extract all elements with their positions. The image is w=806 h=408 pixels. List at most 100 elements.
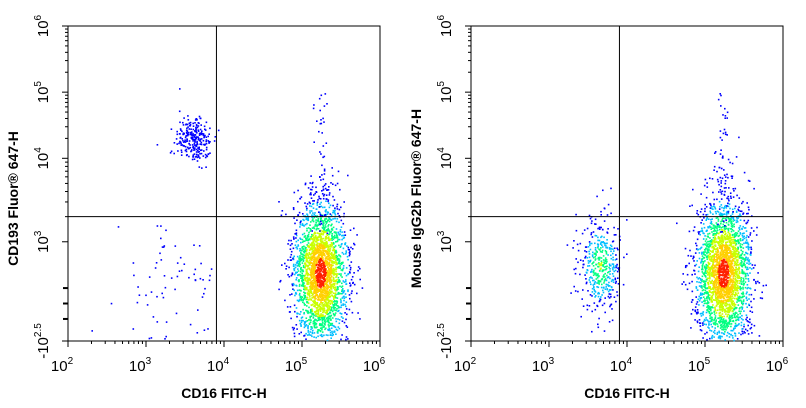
event-dot (350, 278, 353, 281)
event-dot (594, 234, 597, 237)
event-dot (311, 267, 313, 269)
event-dot (320, 205, 323, 208)
event-dot (335, 241, 337, 243)
event-dot (338, 267, 340, 269)
event-dot (316, 244, 318, 247)
y-tick-label: 103 (436, 230, 455, 253)
event-dot (303, 288, 306, 291)
event-dot (708, 285, 710, 288)
event-dot (343, 295, 345, 298)
event-dot (603, 276, 606, 278)
event-dot (337, 293, 339, 295)
event-dot (296, 289, 299, 292)
event-dot (173, 142, 176, 144)
event-dot (697, 298, 700, 301)
event-dot (195, 118, 197, 120)
event-dot (307, 325, 309, 327)
event-dot (179, 121, 181, 124)
event-dot (598, 283, 600, 285)
event-dot (311, 264, 313, 267)
event-dot (295, 278, 297, 281)
event-dot (332, 218, 334, 220)
event-dot (720, 236, 723, 238)
event-dot (316, 256, 318, 259)
event-dot (336, 297, 339, 299)
event-dot (704, 300, 706, 302)
event-dot (588, 241, 591, 243)
event-dot (329, 272, 332, 275)
event-dot (728, 290, 730, 292)
event-dot (309, 317, 311, 319)
event-dot (591, 330, 593, 333)
event-dot (713, 205, 715, 208)
event-dot (728, 241, 731, 243)
event-dot (342, 222, 345, 225)
event-dot (317, 306, 319, 308)
event-dot (329, 334, 332, 336)
event-dot (350, 300, 353, 303)
event-dot (324, 268, 326, 270)
event-dot (319, 282, 322, 284)
event-dot (334, 273, 337, 276)
event-dot (313, 332, 316, 334)
event-dot (321, 299, 324, 301)
event-dot (306, 237, 308, 239)
event-dot (724, 227, 726, 229)
event-dot (707, 326, 709, 328)
event-dot (194, 145, 197, 147)
event-dot (706, 299, 708, 301)
event-dot (200, 141, 203, 144)
event-dot (188, 276, 190, 279)
event-dot (607, 290, 610, 293)
event-dot (330, 253, 333, 255)
event-dot (182, 121, 184, 124)
event-dot (704, 203, 706, 206)
event-dot (287, 274, 289, 276)
event-dot (323, 231, 325, 233)
event-dot (730, 299, 733, 301)
event-dot (330, 271, 333, 273)
event-dot (309, 253, 312, 256)
event-dot (304, 183, 307, 186)
event-dot (592, 251, 594, 254)
event-dot (730, 220, 732, 223)
event-dot (336, 308, 338, 310)
event-dot (305, 256, 308, 258)
event-dot (718, 331, 721, 334)
event-dot (706, 248, 709, 250)
event-dot (337, 305, 339, 307)
event-dot (754, 289, 756, 291)
event-dot (196, 156, 199, 159)
event-dot (722, 213, 724, 216)
event-dot (338, 266, 340, 268)
event-dot (718, 285, 720, 287)
event-dot (731, 304, 734, 306)
event-dot (598, 317, 600, 320)
event-dot (191, 138, 194, 140)
event-dot (341, 234, 343, 237)
event-dot (300, 331, 302, 334)
event-dot (730, 214, 732, 217)
event-dot (330, 275, 333, 277)
event-dot (730, 252, 732, 254)
event-dot (316, 227, 318, 230)
event-dot (606, 283, 608, 286)
event-dot (295, 240, 298, 243)
event-dot (584, 274, 586, 276)
event-dot (300, 319, 303, 322)
event-dot (321, 266, 324, 269)
event-dot (349, 297, 351, 300)
event-dot (329, 218, 332, 221)
event-dot (327, 248, 329, 251)
event-dot (328, 300, 331, 303)
event-dot (293, 217, 295, 219)
event-dot (602, 189, 604, 192)
event-dot (327, 249, 330, 252)
event-dot (347, 289, 349, 291)
event-dot (730, 225, 733, 227)
event-dot (317, 236, 319, 239)
event-dot (705, 278, 708, 281)
event-dot (195, 137, 198, 139)
event-dot (610, 286, 613, 288)
event-dot (607, 285, 610, 287)
